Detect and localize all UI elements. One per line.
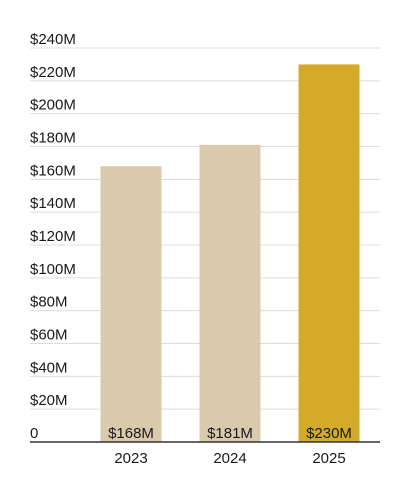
y-tick-label: $140M — [30, 195, 76, 212]
y-tick-label: $120M — [30, 228, 76, 245]
y-axis-tick-labels: 0 $20M $40M $60M $80M $100M $120M $140M $160M $18… — [30, 31, 76, 442]
bar-data-labels: $168M $181M $230M — [108, 425, 352, 442]
bar-2023 — [100, 166, 162, 442]
y-tick-label: $240M — [30, 31, 76, 48]
bar-2024 — [199, 144, 261, 442]
bar-data-label: $230M — [306, 425, 352, 442]
bar-2025 — [298, 64, 360, 443]
bar-data-label: $181M — [207, 425, 253, 442]
y-tick-label: $220M — [30, 64, 76, 81]
x-tick-label: 2025 — [312, 450, 345, 467]
y-tick-label: $100M — [30, 261, 76, 278]
y-tick-label: $80M — [30, 294, 68, 311]
x-tick-label: 2023 — [114, 450, 147, 467]
x-tick-label: 2024 — [213, 450, 246, 467]
y-tick-label: $40M — [30, 359, 68, 376]
y-tick-label: $200M — [30, 97, 76, 114]
y-tick-label: 0 — [30, 425, 38, 442]
y-tick-label: $20M — [30, 392, 68, 409]
bars — [100, 64, 360, 443]
bar-data-label: $168M — [108, 425, 154, 442]
y-tick-label: $180M — [30, 130, 76, 147]
y-tick-label: $160M — [30, 162, 76, 179]
x-axis-category-labels: 2023 2024 2025 — [114, 450, 345, 467]
y-tick-label: $60M — [30, 327, 68, 344]
